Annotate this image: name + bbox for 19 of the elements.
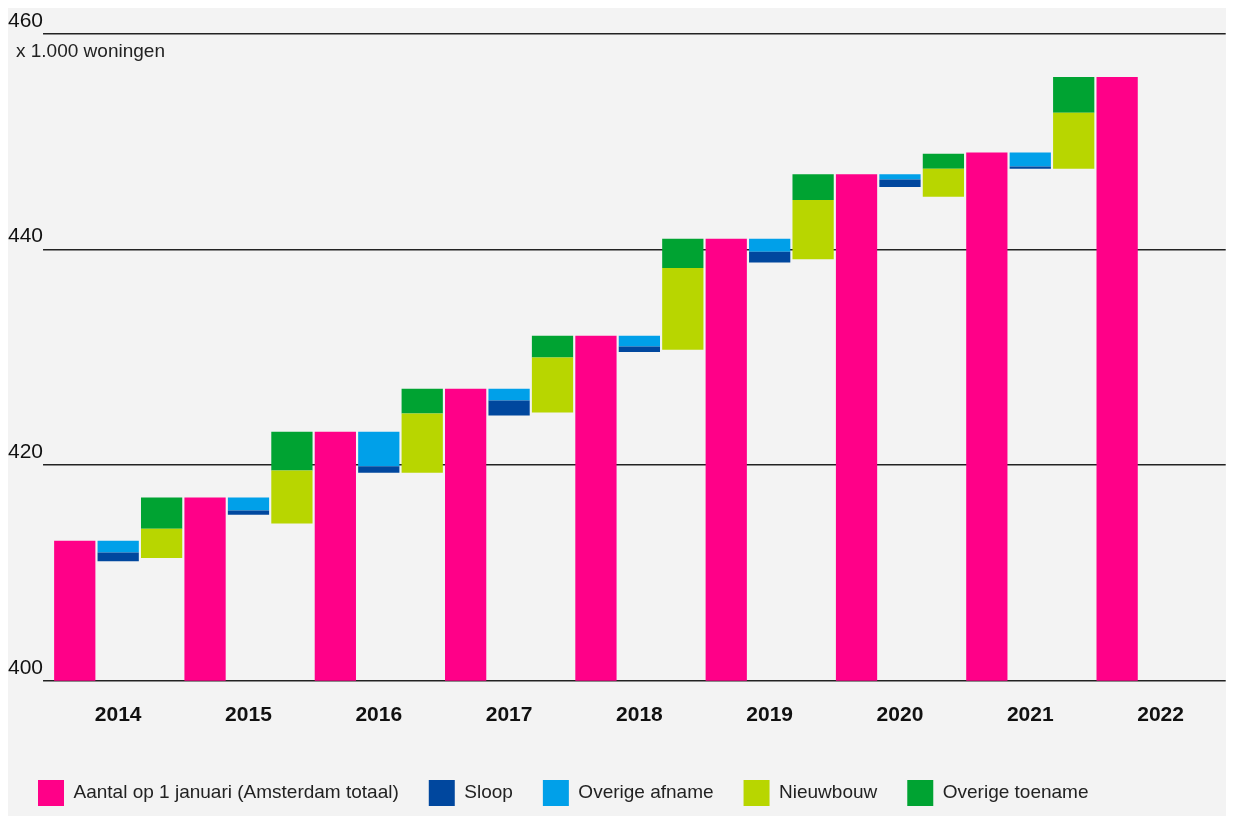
legend-label: Aantal op 1 januari (Amsterdam totaal) [73, 781, 399, 803]
x-tick-label: 2018 [616, 702, 664, 726]
y-tick-label: 400 [7, 654, 44, 678]
y-tick-label: 460 [7, 7, 44, 31]
legend-label: Overige toename [942, 781, 1089, 803]
x-tick-label: 2016 [355, 702, 403, 726]
legend-label: Overige afname [578, 781, 714, 803]
y-tick-label: 440 [7, 223, 44, 247]
y-axis-title: x 1.000 woningen [16, 39, 165, 61]
x-tick-label: 2022 [1137, 702, 1184, 726]
x-tick-label: 2014 [94, 702, 142, 726]
legend-label: Nieuwbouw [779, 781, 878, 803]
y-tick-label: 420 [7, 439, 44, 462]
x-tick-label: 2020 [876, 702, 924, 726]
legend-label: Sloop [464, 781, 513, 803]
x-tick-label: 2019 [746, 702, 794, 726]
x-tick-label: 2017 [485, 702, 533, 726]
x-tick-label: 2021 [1006, 702, 1054, 726]
x-tick-label: 2015 [225, 702, 273, 726]
